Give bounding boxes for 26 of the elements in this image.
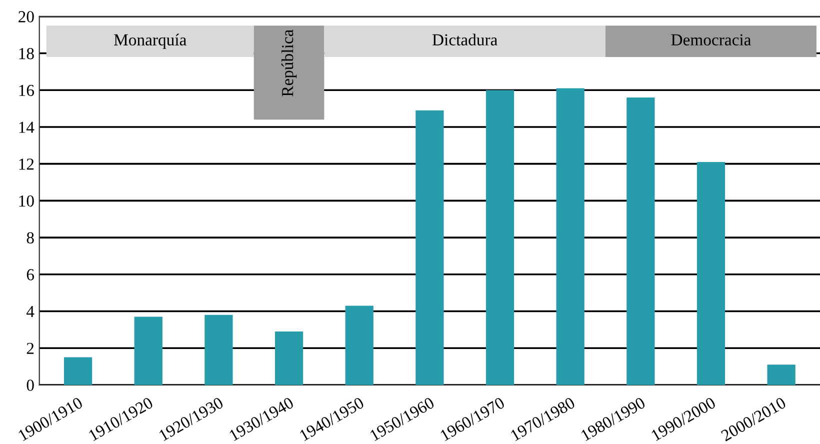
- bar: [134, 316, 162, 385]
- bar: [64, 357, 92, 385]
- band-label: Dictadura: [432, 34, 498, 46]
- bar: [416, 110, 444, 385]
- y-tick-label: 12: [19, 158, 34, 170]
- bar: [204, 314, 233, 385]
- bar: [486, 90, 514, 385]
- band-label: Democracia: [671, 34, 752, 46]
- y-tick-label: 10: [19, 195, 34, 207]
- y-tick-label: 4: [26, 306, 34, 318]
- bar: [767, 364, 796, 385]
- bar: [556, 88, 584, 385]
- y-tick-label: 18: [19, 48, 34, 60]
- bar: [274, 332, 304, 385]
- bar: [345, 306, 374, 385]
- y-tick-label: 8: [26, 232, 34, 244]
- y-tick-label: 0: [26, 380, 34, 391]
- y-tick-label: 16: [19, 84, 34, 96]
- bar: [626, 98, 655, 385]
- y-tick-label: 6: [26, 269, 34, 280]
- y-tick-label: 14: [19, 122, 34, 133]
- bar: [696, 162, 726, 385]
- band-label: Monarquía: [114, 34, 186, 49]
- y-tick-label: 20: [18, 11, 34, 22]
- y-tick-label: 2: [26, 342, 34, 354]
- band-label: República: [281, 30, 297, 96]
